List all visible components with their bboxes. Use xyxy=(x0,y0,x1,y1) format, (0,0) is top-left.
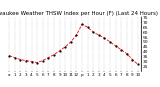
Title: Milwaukee Weather THSW Index per Hour (F) (Last 24 Hours): Milwaukee Weather THSW Index per Hour (F… xyxy=(0,11,158,16)
